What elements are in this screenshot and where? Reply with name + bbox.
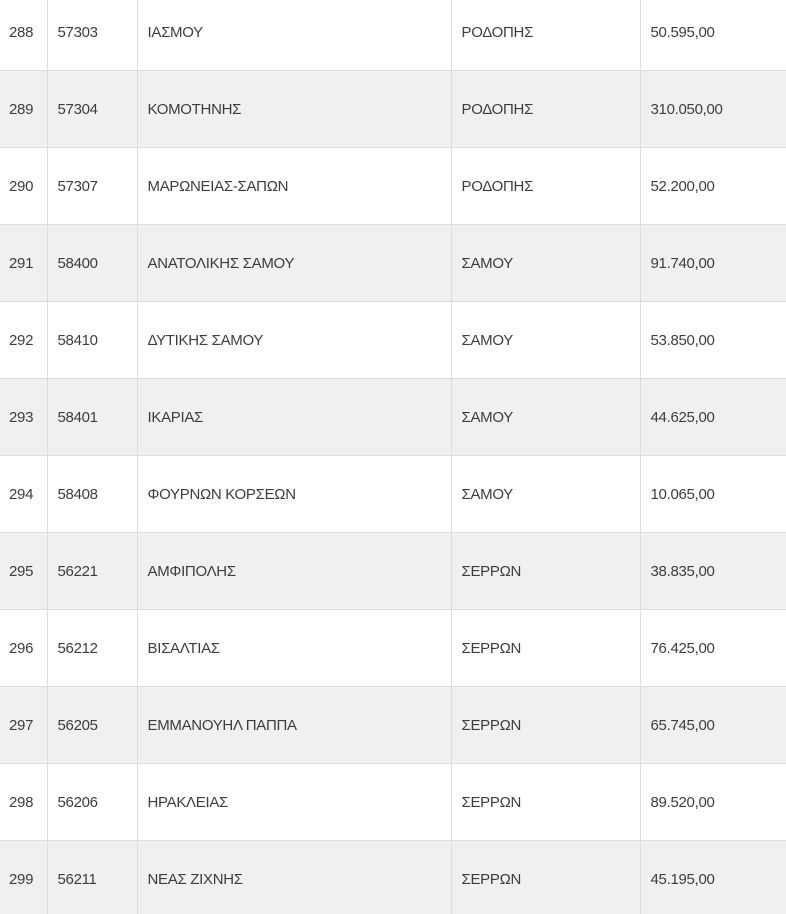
row-number-cell: 293 — [0, 378, 48, 456]
municipality-cell: ΑΜΦΙΠΟΛΗΣ — [137, 532, 452, 610]
municipality-cell: ΔΥΤΙΚΗΣ ΣΑΜΟΥ — [137, 301, 452, 379]
table-row: 288 57303 ΙΑΣΜΟΥ ΡΟΔΟΠΗΣ 50.595,00 — [0, 0, 786, 71]
code-cell: 57304 — [47, 70, 138, 148]
amount-cell: 65.745,00 — [640, 686, 786, 764]
table-row: 294 58408 ΦΟΥΡΝΩΝ ΚΟΡΣΕΩΝ ΣΑΜΟΥ 10.065,0… — [0, 455, 786, 533]
amount-cell: 91.740,00 — [640, 224, 786, 302]
amount-cell: 53.850,00 — [640, 301, 786, 379]
table-row: 296 56212 ΒΙΣΑΛΤΙΑΣ ΣΕΡΡΩΝ 76.425,00 — [0, 609, 786, 687]
municipality-cell: ΑΝΑΤΟΛΙΚΗΣ ΣΑΜΟΥ — [137, 224, 452, 302]
amount-cell: 89.520,00 — [640, 763, 786, 841]
code-cell: 58400 — [47, 224, 138, 302]
amount-cell: 38.835,00 — [640, 532, 786, 610]
row-number-cell: 289 — [0, 70, 48, 148]
municipality-cell: ΙΚΑΡΙΑΣ — [137, 378, 452, 456]
row-number-cell: 299 — [0, 840, 48, 914]
amount-cell: 45.195,00 — [640, 840, 786, 914]
table-row: 297 56205 ΕΜΜΑΝΟΥΗΛ ΠΑΠΠΑ ΣΕΡΡΩΝ 65.745,… — [0, 686, 786, 764]
prefecture-cell: ΣΕΡΡΩΝ — [451, 532, 641, 610]
municipality-cell: ΕΜΜΑΝΟΥΗΛ ΠΑΠΠΑ — [137, 686, 452, 764]
municipality-cell: ΝΕΑΣ ΖΙΧΝΗΣ — [137, 840, 452, 914]
prefecture-cell: ΣΑΜΟΥ — [451, 301, 641, 379]
table-row: 293 58401 ΙΚΑΡΙΑΣ ΣΑΜΟΥ 44.625,00 — [0, 378, 786, 456]
municipality-cell: ΗΡΑΚΛΕΙΑΣ — [137, 763, 452, 841]
code-cell: 58408 — [47, 455, 138, 533]
amount-cell: 44.625,00 — [640, 378, 786, 456]
municipality-cell: ΜΑΡΩΝΕΙΑΣ-ΣΑΠΩΝ — [137, 147, 452, 225]
amount-cell: 310.050,00 — [640, 70, 786, 148]
table-row: 290 57307 ΜΑΡΩΝΕΙΑΣ-ΣΑΠΩΝ ΡΟΔΟΠΗΣ 52.200… — [0, 147, 786, 225]
row-number-cell: 288 — [0, 0, 48, 71]
table-row: 299 56211 ΝΕΑΣ ΖΙΧΝΗΣ ΣΕΡΡΩΝ 45.195,00 — [0, 840, 786, 914]
prefecture-cell: ΡΟΔΟΠΗΣ — [451, 147, 641, 225]
table-row: 295 56221 ΑΜΦΙΠΟΛΗΣ ΣΕΡΡΩΝ 38.835,00 — [0, 532, 786, 610]
prefecture-cell: ΣΑΜΟΥ — [451, 378, 641, 456]
code-cell: 57307 — [47, 147, 138, 225]
code-cell: 56211 — [47, 840, 138, 914]
amount-cell: 10.065,00 — [640, 455, 786, 533]
code-cell: 56206 — [47, 763, 138, 841]
table-row: 289 57304 ΚΟΜΟΤΗΝΗΣ ΡΟΔΟΠΗΣ 310.050,00 — [0, 70, 786, 148]
row-number-cell: 294 — [0, 455, 48, 533]
row-number-cell: 297 — [0, 686, 48, 764]
code-cell: 58410 — [47, 301, 138, 379]
municipality-cell: ΚΟΜΟΤΗΝΗΣ — [137, 70, 452, 148]
table-row: 291 58400 ΑΝΑΤΟΛΙΚΗΣ ΣΑΜΟΥ ΣΑΜΟΥ 91.740,… — [0, 224, 786, 302]
municipality-cell: ΦΟΥΡΝΩΝ ΚΟΡΣΕΩΝ — [137, 455, 452, 533]
code-cell: 56212 — [47, 609, 138, 687]
amount-cell: 52.200,00 — [640, 147, 786, 225]
code-cell: 57303 — [47, 0, 138, 71]
municipality-cell: ΒΙΣΑΛΤΙΑΣ — [137, 609, 452, 687]
prefecture-cell: ΣΕΡΡΩΝ — [451, 840, 641, 914]
row-number-cell: 298 — [0, 763, 48, 841]
table-row: 292 58410 ΔΥΤΙΚΗΣ ΣΑΜΟΥ ΣΑΜΟΥ 53.850,00 — [0, 301, 786, 379]
row-number-cell: 291 — [0, 224, 48, 302]
amount-cell: 76.425,00 — [640, 609, 786, 687]
prefecture-cell: ΣΑΜΟΥ — [451, 455, 641, 533]
row-number-cell: 295 — [0, 532, 48, 610]
code-cell: 58401 — [47, 378, 138, 456]
prefecture-cell: ΡΟΔΟΠΗΣ — [451, 0, 641, 71]
prefecture-cell: ΣΕΡΡΩΝ — [451, 609, 641, 687]
table-row: 298 56206 ΗΡΑΚΛΕΙΑΣ ΣΕΡΡΩΝ 89.520,00 — [0, 763, 786, 841]
prefecture-cell: ΣΕΡΡΩΝ — [451, 686, 641, 764]
row-number-cell: 292 — [0, 301, 48, 379]
row-number-cell: 296 — [0, 609, 48, 687]
municipality-cell: ΙΑΣΜΟΥ — [137, 0, 452, 71]
amount-cell: 50.595,00 — [640, 0, 786, 71]
prefecture-cell: ΣΕΡΡΩΝ — [451, 763, 641, 841]
code-cell: 56205 — [47, 686, 138, 764]
code-cell: 56221 — [47, 532, 138, 610]
prefecture-cell: ΣΑΜΟΥ — [451, 224, 641, 302]
prefecture-cell: ΡΟΔΟΠΗΣ — [451, 70, 641, 148]
row-number-cell: 290 — [0, 147, 48, 225]
